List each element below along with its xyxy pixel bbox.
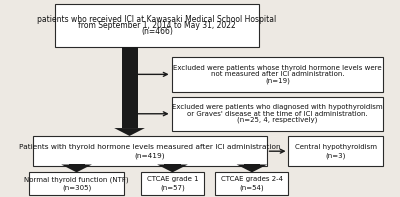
Polygon shape: [157, 164, 188, 172]
Polygon shape: [244, 164, 260, 166]
Text: Normal thyroid function (NTF): Normal thyroid function (NTF): [24, 176, 129, 183]
FancyBboxPatch shape: [140, 172, 204, 195]
Polygon shape: [122, 47, 138, 128]
Text: (n=3): (n=3): [326, 152, 346, 159]
Polygon shape: [68, 164, 85, 166]
Text: (n=25, 4, respectively): (n=25, 4, respectively): [237, 117, 318, 123]
Text: Patients with thyroid hormone levels measured after ICI administration: Patients with thyroid hormone levels mea…: [19, 144, 280, 150]
Polygon shape: [61, 164, 92, 172]
Text: CTCAE grades 2-4: CTCAE grades 2-4: [221, 176, 283, 182]
Text: patients who received ICI at Kawasaki Medical School Hospital: patients who received ICI at Kawasaki Me…: [37, 15, 276, 24]
Polygon shape: [164, 164, 180, 166]
Text: (n=466): (n=466): [141, 27, 173, 36]
FancyBboxPatch shape: [29, 172, 124, 195]
Text: Excluded were patients who diagnosed with hypothyroidism: Excluded were patients who diagnosed wit…: [172, 104, 383, 111]
Text: from September 1, 2014 to May 31, 2022: from September 1, 2014 to May 31, 2022: [78, 21, 236, 30]
Text: CTCAE grade 1: CTCAE grade 1: [147, 176, 198, 182]
Text: (n=305): (n=305): [62, 185, 91, 191]
Text: (n=19): (n=19): [265, 77, 290, 84]
FancyBboxPatch shape: [172, 57, 384, 92]
Text: (n=54): (n=54): [240, 185, 264, 191]
Polygon shape: [114, 128, 145, 136]
FancyBboxPatch shape: [33, 136, 266, 166]
Text: or Graves' disease at the time of ICI administration.: or Graves' disease at the time of ICI ad…: [187, 111, 368, 117]
Text: (n=419): (n=419): [134, 152, 165, 159]
FancyBboxPatch shape: [55, 4, 259, 47]
Text: (n=57): (n=57): [160, 185, 185, 191]
FancyBboxPatch shape: [288, 136, 384, 166]
FancyBboxPatch shape: [172, 97, 384, 131]
Text: not measured after ICI administration.: not measured after ICI administration.: [211, 71, 344, 77]
Text: Central hypothyroidism: Central hypothyroidism: [295, 144, 377, 150]
Text: Excluded were patients whose thyroid hormone levels were: Excluded were patients whose thyroid hor…: [173, 65, 382, 71]
FancyBboxPatch shape: [216, 172, 288, 195]
Polygon shape: [236, 164, 267, 172]
